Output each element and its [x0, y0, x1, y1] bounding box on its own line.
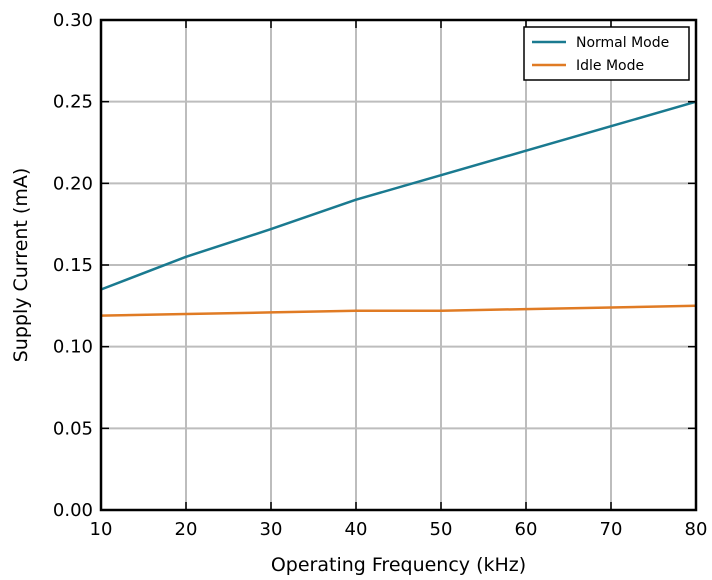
- x-tick-label: 50: [430, 519, 453, 540]
- x-tick-label: 80: [685, 519, 708, 540]
- x-tick-label: 20: [175, 519, 198, 540]
- x-tick-label: 70: [600, 519, 623, 540]
- y-axis-label: Supply Current (mA): [10, 168, 32, 363]
- y-tick-label: 0.30: [53, 10, 93, 31]
- x-tick-label: 40: [345, 519, 368, 540]
- tick-labels: 10 20 30 40 50 60 70 80 0.00 0.05 0.10 0.15 0.20 0.25…: [53, 10, 708, 540]
- legend-label: Idle Mode: [576, 58, 644, 74]
- grid: [101, 20, 696, 510]
- y-tick-label: 0.20: [53, 173, 93, 194]
- series-line-idle-mode: [100, 304, 697, 317]
- x-tick-label: 30: [260, 519, 283, 540]
- legend-label: Normal Mode: [576, 35, 669, 51]
- axis-ticks: [100, 19, 697, 511]
- legend-box: [523, 26, 690, 81]
- x-tick-label: 60: [515, 519, 538, 540]
- y-tick-label: 0.05: [53, 418, 93, 439]
- series-group: [100, 100, 697, 317]
- y-tick-label: 0.25: [53, 92, 93, 113]
- x-axis-label: Operating Frequency (kHz): [271, 554, 526, 576]
- y-tick-label: 0.15: [53, 255, 93, 276]
- x-tick-label: 10: [90, 519, 113, 540]
- series-line-normal-mode: [100, 100, 697, 291]
- y-tick-label: 0.10: [53, 337, 93, 358]
- y-tick-label: 0.00: [53, 500, 93, 521]
- legend: Normal Mode Idle Mode: [523, 26, 690, 81]
